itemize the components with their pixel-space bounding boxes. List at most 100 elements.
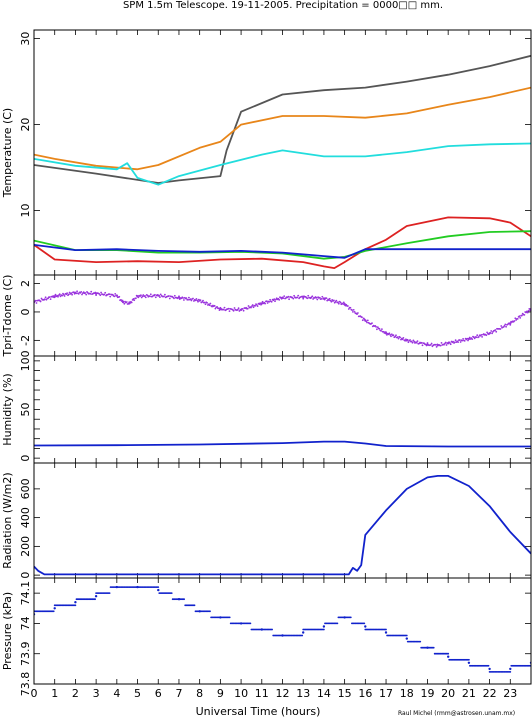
data-point: [149, 295, 151, 298]
data-point: [389, 334, 392, 336]
data-point: [54, 293, 57, 296]
data-point: [141, 295, 144, 298]
data-point: [292, 297, 295, 300]
data-point: [202, 299, 204, 302]
data-point: [247, 305, 250, 307]
data-point: [458, 339, 461, 341]
data-point: [447, 652, 450, 655]
data-point: [322, 625, 326, 628]
data-point: [140, 294, 142, 297]
data-point: [84, 292, 87, 294]
data-point: [363, 622, 366, 625]
data-point: [335, 299, 338, 302]
data-point: [115, 294, 119, 297]
data-point: [216, 306, 219, 308]
data-point: [49, 298, 52, 300]
data-point: [288, 298, 290, 301]
y-tick-label: 30: [19, 32, 32, 46]
data-point: [415, 341, 418, 344]
data-point: [468, 658, 470, 661]
x-axis-label: Universal Time (hours): [196, 705, 321, 718]
data-point: [239, 308, 243, 311]
data-point: [526, 311, 529, 314]
data-point: [297, 294, 300, 297]
data-point: [185, 297, 188, 299]
data-point: [411, 341, 414, 344]
series-group: [34, 585, 531, 673]
x-tick-label: 16: [358, 687, 372, 700]
data-point: [481, 336, 483, 338]
data-point: [246, 307, 249, 310]
x-tick-label: 23: [503, 687, 517, 700]
data-point: [89, 292, 92, 295]
x-tick-label: 3: [93, 687, 100, 700]
data-point: [142, 294, 145, 296]
data-point: [74, 601, 77, 604]
data-point: [529, 664, 531, 667]
data-point: [322, 297, 326, 300]
data-point: [311, 295, 314, 298]
data-point: [471, 338, 474, 340]
data-point: [404, 339, 406, 342]
data-point: [61, 294, 64, 297]
data-point: [390, 335, 392, 338]
data-point: [380, 330, 382, 332]
series-group: [34, 440, 531, 448]
data-point: [397, 337, 400, 340]
data-point: [94, 598, 96, 601]
data-point: [413, 340, 416, 343]
series-group: [34, 54, 531, 269]
data-point: [136, 295, 139, 298]
data-point: [254, 304, 257, 307]
data-point: [325, 297, 328, 299]
data-point: [173, 297, 175, 300]
data-point: [159, 293, 162, 296]
data-point: [48, 296, 51, 298]
y-tick-label: 50: [19, 403, 32, 417]
data-point: [435, 346, 438, 348]
data-point: [266, 302, 269, 304]
data-point: [163, 295, 165, 298]
series-line-5: [34, 230, 531, 260]
data-point: [183, 299, 185, 301]
data-point: [409, 339, 411, 341]
data-point: [490, 330, 493, 332]
data-point: [467, 339, 469, 342]
x-tick-label: 6: [155, 687, 162, 700]
data-point: [504, 323, 507, 326]
data-point: [487, 664, 490, 667]
data-point: [328, 299, 330, 301]
data-point: [491, 332, 493, 335]
data-point: [190, 299, 193, 302]
panel-2: -2 0 2 Tpri-Tdome (C): [1, 274, 532, 357]
data-point: [270, 300, 273, 303]
data-point: [509, 667, 512, 671]
data-point: [154, 296, 157, 299]
data-point: [249, 622, 252, 625]
data-point: [57, 295, 59, 298]
data-point: [239, 622, 243, 625]
data-point: [203, 301, 206, 304]
x-tick-label: 21: [462, 687, 476, 700]
y-axis-label: Humidity (%): [1, 373, 14, 445]
data-point: [94, 292, 98, 295]
data-point: [349, 616, 352, 619]
data-point: [259, 302, 261, 305]
data-point: [196, 299, 199, 302]
data-point: [293, 294, 295, 297]
data-point: [302, 295, 305, 299]
y-tick-label: 0: [19, 308, 32, 315]
data-point: [463, 340, 466, 342]
data-point: [198, 610, 201, 613]
data-point: [521, 314, 523, 317]
data-point: [315, 296, 318, 299]
data-point: [219, 307, 222, 311]
y-tick-label: 73.8: [19, 672, 32, 697]
data-point: [236, 308, 239, 311]
data-point: [514, 317, 517, 320]
data-point: [70, 292, 73, 295]
data-point: [500, 325, 503, 327]
data-point: [242, 309, 245, 312]
panel-4: 0 200 400 600 Radiation (W/m2): [1, 462, 532, 579]
data-point: [376, 328, 378, 331]
